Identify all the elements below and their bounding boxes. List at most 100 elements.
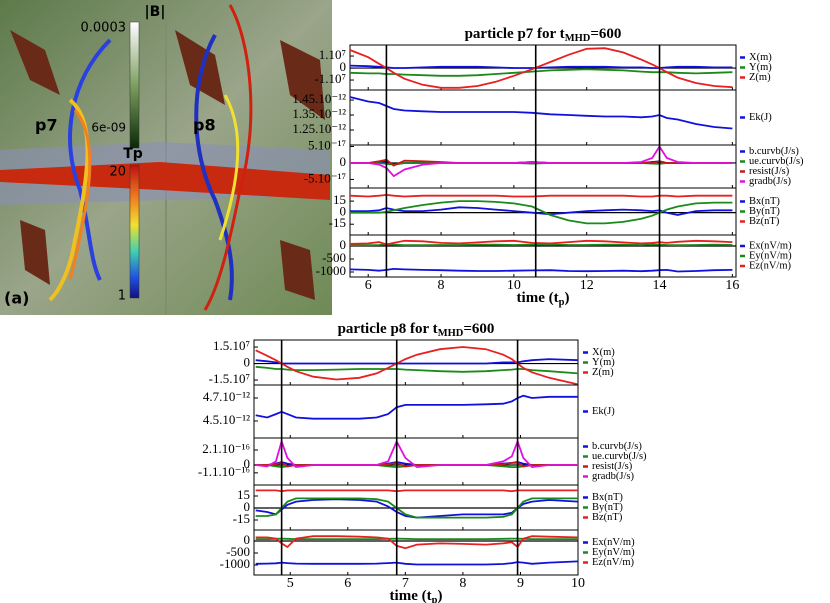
series-line: [349, 267, 733, 273]
y-tick-label: 5.10⁻¹⁷: [308, 137, 346, 152]
x-tick-label: 16: [725, 278, 739, 293]
trajectory: [68, 109, 92, 281]
colorbar-max: 20: [109, 165, 126, 180]
legend-label: Bz(nT): [592, 512, 623, 523]
y-tick-label: -1.10⁷: [314, 71, 346, 86]
y-tick-label: -1000: [220, 556, 250, 571]
trajectory: [194, 34, 234, 301]
x-tick-label: 10: [571, 576, 585, 591]
y-tick-label: 4.7.10⁻¹²: [203, 389, 250, 404]
subscript: MHD: [438, 328, 464, 339]
x-tick-label: 8: [459, 576, 466, 591]
colorbar-title: |B|: [145, 4, 166, 20]
x-tick-label: 5: [287, 576, 294, 591]
series-line: [255, 365, 579, 375]
y-tick-label: 2.1.10⁻¹⁶: [202, 441, 250, 456]
series-line: [255, 560, 579, 566]
series-line: [349, 64, 733, 69]
text-part: time (t: [517, 290, 559, 306]
y-tick-label: 0: [340, 59, 347, 74]
x-tick-label: 9: [517, 576, 524, 591]
legend-label: X(m): [592, 347, 615, 358]
legend-label: Bz(nT): [749, 216, 780, 227]
trajectory: [68, 38, 112, 281]
colorbar-max: 0.0003: [81, 21, 127, 36]
legend-label: Ez(nV/m): [749, 260, 791, 271]
legend-label: Bx(nT): [592, 492, 623, 503]
series-line: [349, 68, 733, 77]
legend-label: Z(m): [592, 367, 614, 378]
legend-label: Ek(J): [592, 406, 615, 417]
title: particle p8 for tMHD=600: [338, 321, 495, 339]
panel-frame: [349, 89, 737, 146]
y-tick-label: 1.10⁷: [319, 47, 346, 62]
series-line: [255, 461, 578, 468]
current-sheet: [0, 162, 330, 200]
panel-frame: [253, 437, 579, 486]
subscript: p: [432, 595, 438, 603]
flux-rope: [280, 240, 315, 300]
colorbar-title: Tp: [123, 146, 143, 162]
colorbar-min: 1: [118, 289, 126, 304]
y-tick-label: 0: [244, 456, 251, 471]
y-tick-label: 4.5.10⁻¹²: [203, 412, 250, 427]
legend-label: gradb(J/s): [749, 176, 791, 187]
y-tick-label: -1.5.10⁷: [209, 371, 250, 386]
y-tick-label: 0: [244, 499, 251, 514]
series-line: [255, 461, 578, 466]
legend-label: Ez(nV/m): [592, 557, 634, 568]
title: time (tp): [390, 588, 443, 603]
legend-label: b.curvb(J/s): [592, 441, 642, 452]
x-tick-label: 6: [365, 278, 372, 293]
legend-label: resist(J/s): [592, 461, 633, 472]
text-part: ): [437, 588, 442, 603]
x-tick-label: 7: [402, 576, 409, 591]
legend-label: gradb(J/s): [592, 471, 634, 482]
series-line: [350, 243, 733, 247]
series-line: [255, 489, 578, 493]
x-tick-label: 8: [438, 278, 445, 293]
flux-rope: [20, 220, 50, 285]
panel-frame: [349, 144, 737, 189]
title: particle p7 for tMHD=600: [465, 26, 622, 44]
text-part: particle p8 for t: [338, 321, 438, 337]
y-tick-label: -500: [322, 250, 346, 265]
legend-label: ue.curvb(J/s): [592, 451, 647, 462]
series-line: [349, 96, 733, 130]
series-line: [255, 358, 579, 365]
y-tick-label: 0: [340, 154, 347, 169]
text-part: =600: [463, 321, 494, 337]
trajectory: [218, 94, 240, 241]
legend-label: b.curvb(J/s): [749, 146, 799, 157]
particle-label: p8: [193, 116, 216, 135]
panel-label: (a): [4, 289, 29, 308]
colorbar-min: 6e-09: [91, 121, 126, 135]
legend-label: Ek(J): [749, 112, 772, 123]
legend-label: By(nT): [749, 206, 780, 217]
series-line: [255, 394, 578, 420]
trajectory: [203, 4, 253, 311]
x-tick-label: 10: [507, 278, 521, 293]
legend-label: Ey(nV/m): [592, 547, 635, 558]
flux-rope: [10, 30, 60, 95]
legend-label: By(nT): [592, 502, 623, 513]
panel-frame: [253, 384, 579, 439]
y-tick-label: 0: [244, 532, 251, 547]
panel-frame: [253, 339, 579, 386]
subscript: p: [559, 297, 565, 308]
legend-label: Y(m): [749, 62, 772, 73]
series-line: [255, 346, 579, 386]
y-tick-label: -15: [329, 215, 346, 230]
y-tick-label: 0: [340, 204, 347, 219]
legend-label: X(m): [749, 52, 772, 63]
panel-frame: [349, 234, 737, 278]
y-tick-label: 1.25.10⁻¹²: [292, 121, 346, 136]
x-tick-label: 6: [344, 576, 351, 591]
y-tick-label: -5.10⁻¹⁷: [304, 170, 346, 185]
series-line: [255, 535, 579, 550]
series-line: [350, 144, 733, 178]
y-tick-label: -1.1.10⁻¹⁶: [198, 464, 250, 479]
particle-label: p7: [35, 116, 58, 135]
colorbar-tp: [129, 164, 140, 299]
